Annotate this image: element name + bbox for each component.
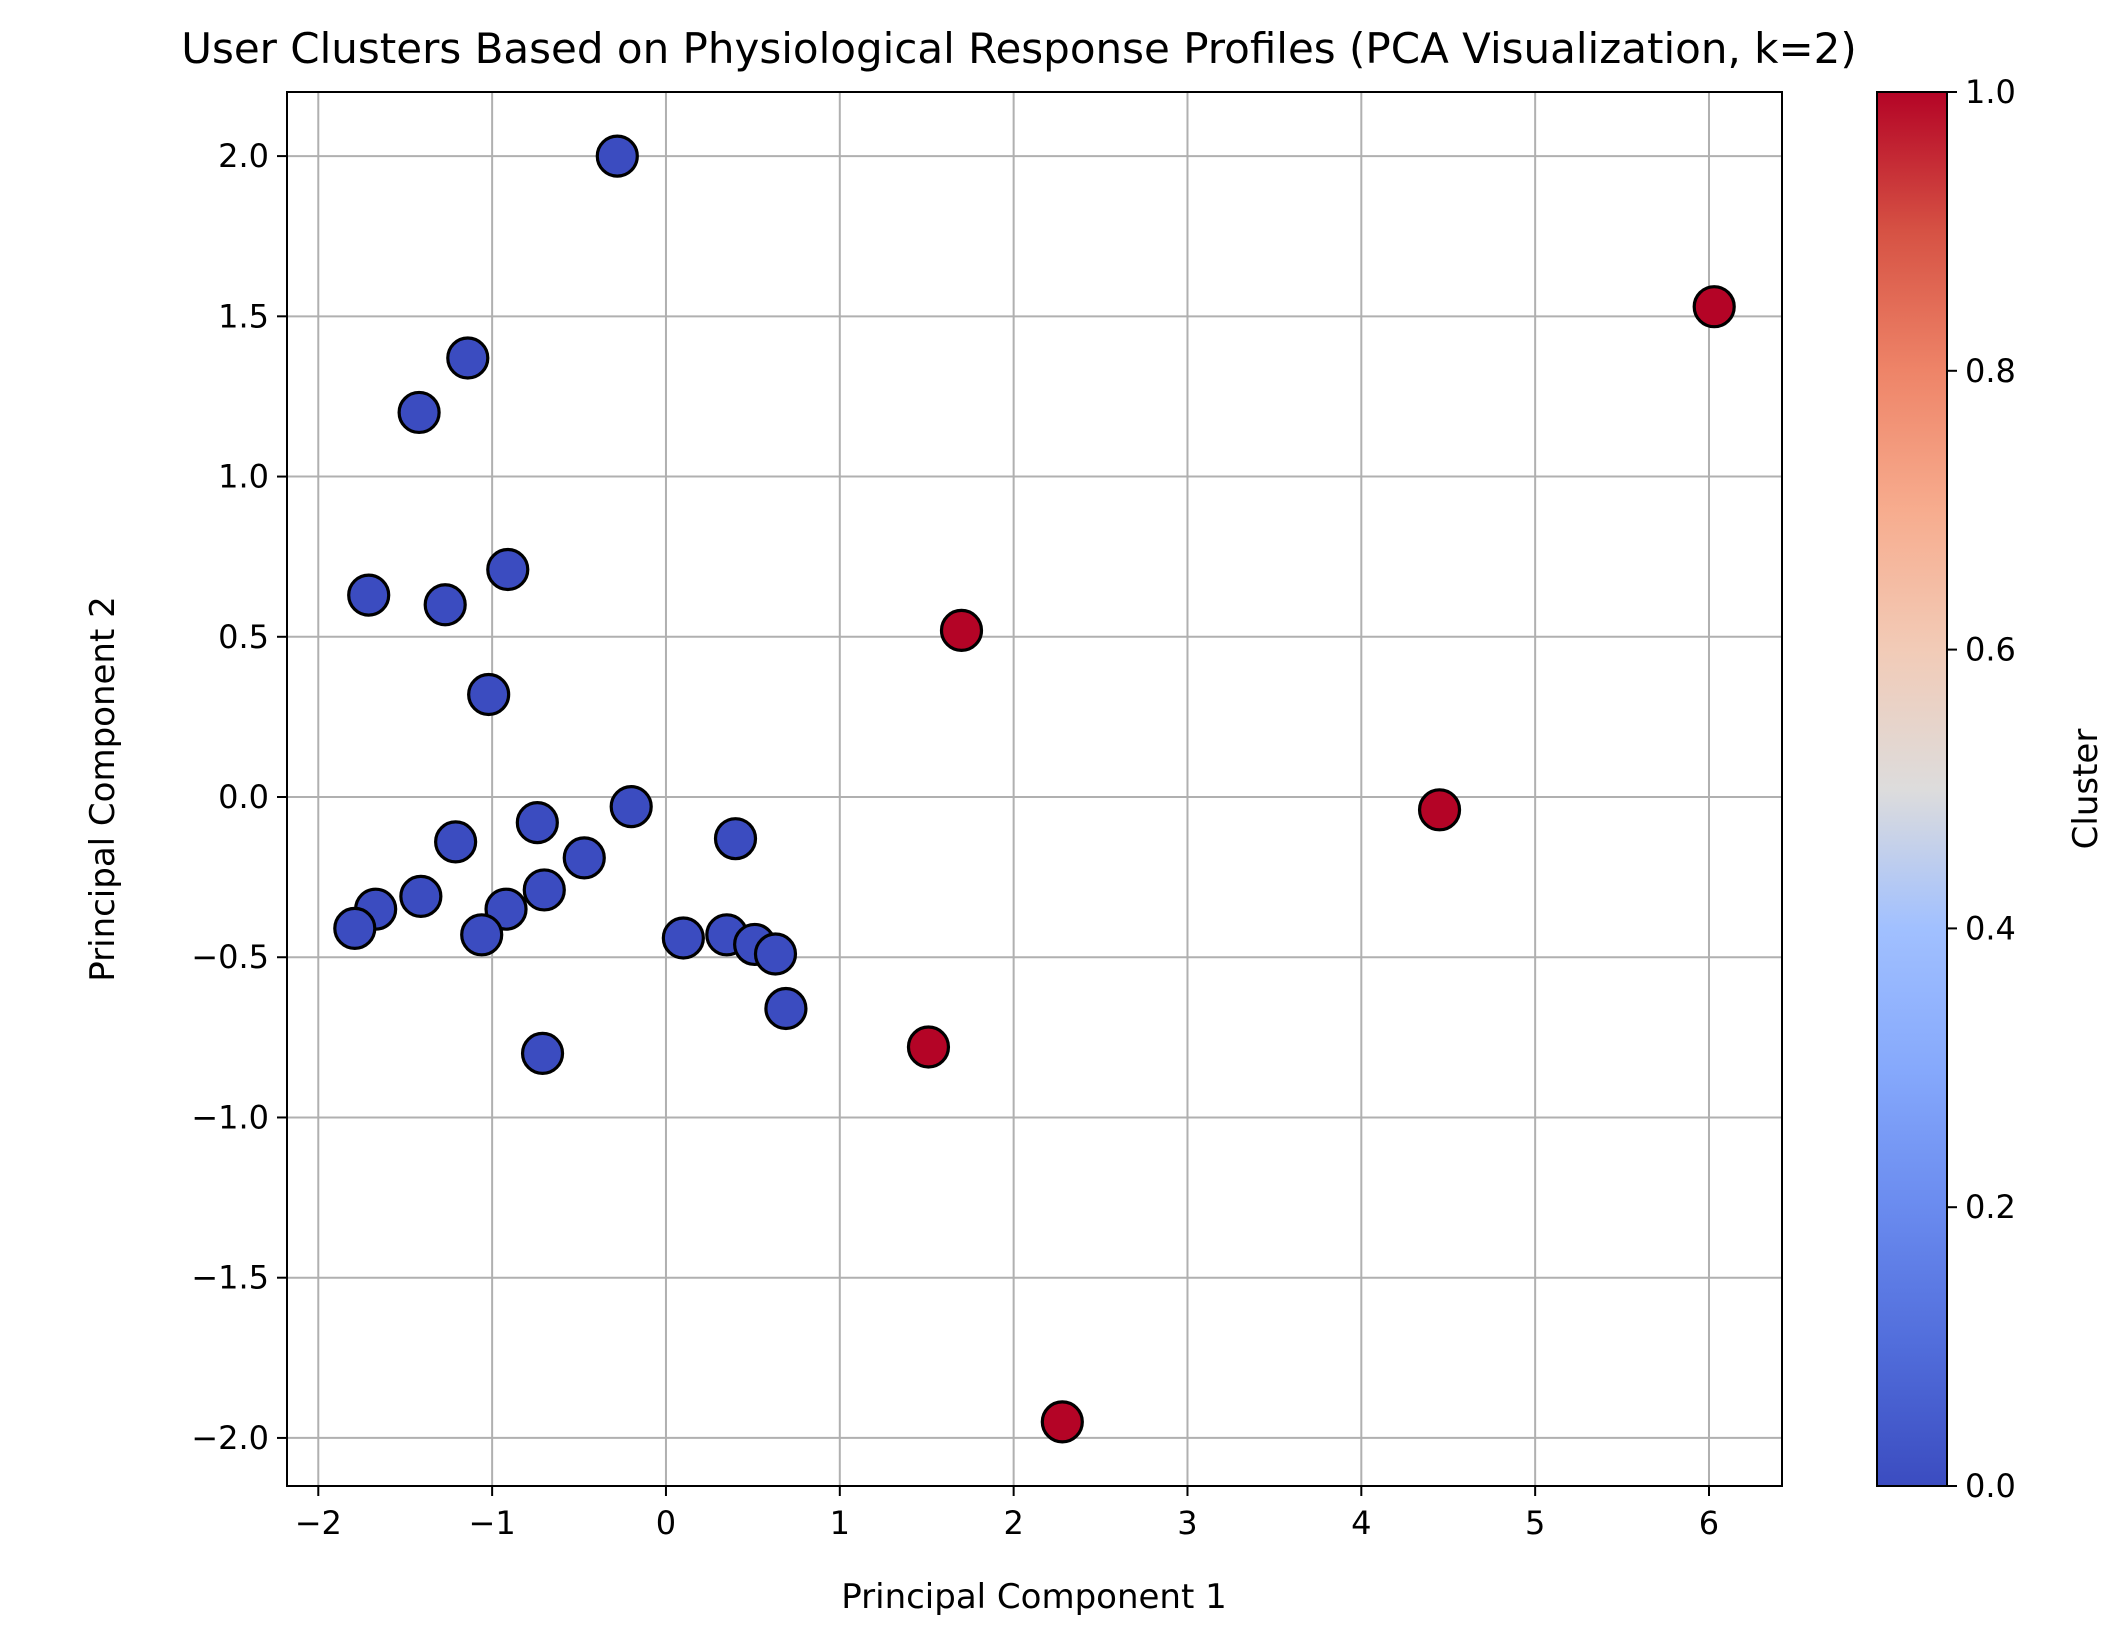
- data-point-cluster-1: [1692, 285, 1736, 329]
- x-tick-label: 2: [1003, 1504, 1023, 1542]
- data-point-cluster-0: [609, 785, 653, 829]
- data-point-cluster-0: [764, 986, 808, 1031]
- data-point-cluster-0: [595, 134, 639, 178]
- data-point-cluster-0: [467, 672, 511, 717]
- data-point-cluster-1: [906, 1025, 951, 1069]
- y-tick-label: 2.0: [218, 137, 269, 175]
- y-tick-label: 0.5: [218, 618, 269, 656]
- chart-title: User Clusters Based on Physiological Res…: [181, 24, 1857, 73]
- y-tick-label: 0.0: [218, 778, 269, 816]
- colorbar-tick-label: 0.4: [1965, 909, 2016, 947]
- data-point-cluster-0: [347, 573, 391, 617]
- x-tick-label: 6: [1699, 1504, 1719, 1542]
- colorbar-tick-label: 1.0: [1965, 73, 2016, 111]
- data-point-cluster-0: [333, 906, 377, 951]
- y-axis-label: Principal Component 2: [83, 596, 123, 982]
- x-tick-label: 3: [1177, 1504, 1197, 1542]
- x-tick-label: 0: [656, 1504, 676, 1542]
- data-point-cluster-0: [446, 336, 490, 380]
- grid-lines: [287, 92, 1782, 1486]
- data-point-cluster-0: [434, 820, 478, 864]
- colorbar: [1876, 91, 1948, 1487]
- data-point-cluster-1: [1417, 788, 1462, 832]
- y-tick-label: −1.0: [191, 1098, 269, 1136]
- colorbar-label: Cluster: [2066, 729, 2106, 850]
- data-point-cluster-0: [399, 874, 443, 918]
- colorbar-tick-label: 0.2: [1965, 1188, 2016, 1226]
- data-point-cluster-1: [1040, 1400, 1084, 1444]
- data-points: [333, 134, 1736, 1444]
- y-tick-label: −0.5: [191, 938, 269, 976]
- data-point-cluster-0: [486, 547, 530, 592]
- y-tick-label: −2.0: [191, 1419, 269, 1457]
- data-point-cluster-0: [562, 836, 606, 880]
- y-axis-ticks: −2.0 −1.5 −1.0 −0.5 0.0 0.5 1.0 1.5 2.0: [191, 137, 287, 1457]
- plot-frame: [286, 91, 1783, 1487]
- x-tick-label: 1: [830, 1504, 850, 1542]
- x-tick-label: −2: [295, 1504, 342, 1542]
- y-tick-label: −1.5: [191, 1259, 269, 1297]
- data-point-cluster-0: [522, 868, 566, 912]
- x-tick-label: 4: [1351, 1504, 1371, 1542]
- data-point-cluster-0: [397, 390, 441, 435]
- data-point-cluster-0: [520, 1031, 565, 1075]
- data-point-cluster-0: [713, 817, 758, 861]
- x-axis-label: Principal Component 1: [841, 1577, 1227, 1617]
- data-point-cluster-0: [460, 913, 504, 957]
- data-point-cluster-0: [661, 916, 705, 960]
- x-tick-label: 5: [1525, 1504, 1545, 1542]
- data-point-cluster-0: [515, 801, 559, 845]
- data-point-cluster-0: [423, 583, 467, 627]
- x-axis-ticks: −2 −1 0 1 2 3 4 5 6: [295, 1486, 1719, 1542]
- colorbar-tick-label: 0.0: [1965, 1467, 2016, 1505]
- colorbar-ticks: 0.0 0.2 0.4 0.6 0.8 1.0: [1947, 73, 2016, 1505]
- data-point-cluster-1: [939, 608, 984, 652]
- y-tick-label: 1.0: [218, 458, 269, 496]
- data-point-cluster-0: [753, 932, 798, 976]
- y-tick-label: 1.5: [218, 297, 269, 335]
- colorbar-tick-label: 0.8: [1965, 352, 2016, 390]
- colorbar-tick-label: 0.6: [1965, 631, 2016, 669]
- x-tick-label: −1: [469, 1504, 516, 1542]
